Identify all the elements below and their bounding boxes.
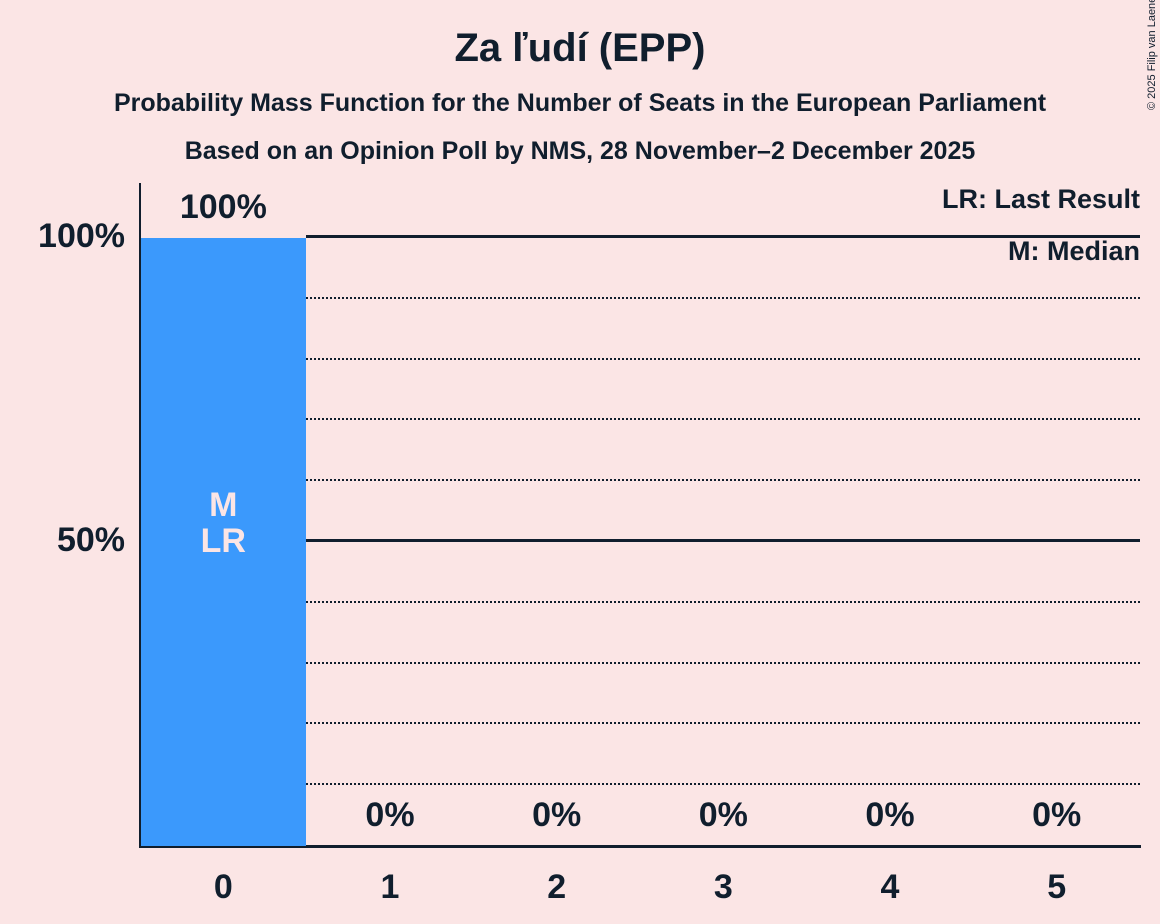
legend-last-result: LR: Last Result bbox=[941, 184, 1140, 214]
gridline-dotted-90 bbox=[306, 296, 1140, 299]
y-axis-label-50: 50% bbox=[56, 521, 125, 559]
bar-annotation-line-m: M bbox=[209, 486, 238, 524]
x-tick-label-1: 1 bbox=[380, 868, 400, 906]
bar-value-label-1: 0% bbox=[365, 796, 415, 834]
bar-value-label-5: 0% bbox=[1032, 796, 1082, 834]
bar-value-label-3: 0% bbox=[698, 796, 748, 834]
bar-value-label-4: 0% bbox=[865, 796, 915, 834]
x-tick-label-5: 5 bbox=[1047, 868, 1067, 906]
y-axis-line bbox=[139, 183, 141, 847]
chart-subtitle-line2: Based on an Opinion Poll by NMS, 28 Nove… bbox=[184, 137, 976, 165]
copyright-notice: © 2025 Filip van Laenen bbox=[1146, 0, 1158, 110]
gridline-dotted-10 bbox=[306, 783, 1140, 786]
bar-seats-0 bbox=[141, 238, 306, 846]
x-tick-label-2: 2 bbox=[547, 868, 567, 906]
x-tick-label-4: 4 bbox=[880, 868, 900, 906]
bar-value-label-2: 0% bbox=[532, 796, 582, 834]
gridline-solid-50 bbox=[306, 539, 1140, 542]
gridline-dotted-40 bbox=[306, 600, 1140, 603]
bar-annotation-median-lastresult: M LR bbox=[141, 487, 306, 559]
chart-title: Za ľudí (EPP) bbox=[454, 26, 706, 70]
bar-value-label-0: 100% bbox=[179, 188, 267, 226]
gridline-dotted-60 bbox=[306, 479, 1140, 482]
legend-median: M: Median bbox=[1008, 236, 1140, 266]
x-axis-line bbox=[139, 845, 1141, 848]
gridline-solid-100 bbox=[306, 235, 1140, 238]
gridline-dotted-20 bbox=[306, 722, 1140, 725]
x-tick-label-0: 0 bbox=[213, 868, 233, 906]
gridline-dotted-80 bbox=[306, 357, 1140, 360]
y-axis-label-100: 100% bbox=[38, 217, 125, 255]
gridline-dotted-30 bbox=[306, 661, 1140, 664]
chart-subtitle-line1: Probability Mass Function for the Number… bbox=[113, 89, 1047, 117]
gridline-dotted-70 bbox=[306, 418, 1140, 421]
bar-annotation-line-lr: LR bbox=[200, 522, 246, 560]
x-tick-label-3: 3 bbox=[713, 868, 733, 906]
